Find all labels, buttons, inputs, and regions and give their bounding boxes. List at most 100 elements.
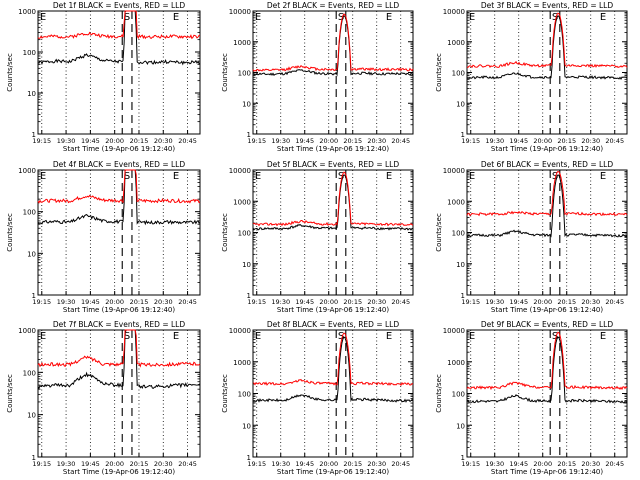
chart-title: Det 7f BLACK = Events, RED = LLD — [53, 320, 186, 329]
y-tick-label: 100 — [452, 70, 465, 78]
events-series-line — [466, 336, 628, 404]
y-tick-label: 100 — [238, 391, 251, 399]
y-tick-label: 10000 — [443, 327, 465, 335]
lld-series-line — [466, 170, 628, 217]
events-series-line — [252, 174, 414, 231]
x-tick-label: 20:45 — [391, 298, 410, 306]
lld-series-line — [37, 10, 201, 40]
x-tick-label: 19:45 — [81, 460, 100, 468]
lld-series-line — [37, 329, 201, 368]
x-tick-label: 20:15 — [130, 137, 149, 145]
x-tick-label: 19:30 — [485, 298, 504, 306]
x-tick-label: 19:15 — [32, 298, 51, 306]
x-axis-label: Start Time (19-Apr-06 19:12:40) — [277, 145, 389, 153]
x-tick-label: 19:15 — [247, 298, 266, 306]
events-series-line — [37, 169, 201, 226]
x-tick-label: 19:30 — [485, 137, 504, 145]
y-tick-label: 10 — [242, 261, 251, 269]
y-tick-label: 100 — [23, 369, 36, 377]
chart-panel-8: Det 8f BLACK = Events, RED = LLD 1 10 100 10… — [221, 320, 414, 476]
y-axis-label: Counts/sec — [6, 374, 14, 413]
interval-marker-e: E — [40, 12, 46, 23]
x-tick-label: 19:30 — [57, 137, 76, 145]
x-tick-label: 20:15 — [130, 460, 149, 468]
x-axis-label: Start Time (19-Apr-06 19:12:40) — [491, 145, 603, 153]
y-tick-label: 1 — [32, 454, 36, 462]
plot-frame — [37, 10, 201, 135]
interval-marker-s: S — [552, 12, 558, 23]
y-tick-label: 100 — [452, 230, 465, 238]
chart-panel-6: Det 6f BLACK = Events, RED = LLD 1 10 100 10… — [435, 160, 628, 314]
events-series-line — [37, 10, 201, 66]
x-tick-label: 19:30 — [271, 137, 290, 145]
y-tick-label: 10 — [242, 100, 251, 108]
y-axis-label: Counts/sec — [221, 213, 229, 252]
plot-frame — [466, 329, 628, 458]
chart-title: Det 4f BLACK = Events, RED = LLD — [53, 160, 186, 169]
x-tick-label: 20:15 — [343, 298, 362, 306]
lld-series-line — [252, 171, 414, 227]
interval-marker-e: E — [173, 12, 179, 23]
x-tick-label: 19:45 — [509, 298, 528, 306]
x-tick-label: 20:30 — [581, 137, 600, 145]
events-series-line — [466, 174, 628, 238]
x-tick-label: 20:30 — [154, 298, 173, 306]
y-tick-label: 1 — [32, 292, 36, 300]
interval-marker-e: E — [40, 171, 46, 182]
lld-series-line — [252, 332, 414, 387]
y-tick-label: 1 — [247, 454, 251, 462]
x-tick-label: 20:45 — [605, 298, 624, 306]
x-tick-label: 20:30 — [154, 137, 173, 145]
x-tick-label: 19:45 — [509, 460, 528, 468]
chart-panel-4: Det 4f BLACK = Events, RED = LLD 1 10 100 10… — [6, 160, 201, 314]
x-tick-label: 19:45 — [295, 298, 314, 306]
x-tick-label: 20:30 — [367, 137, 386, 145]
plot-frame — [37, 169, 201, 296]
x-tick-label: 20:30 — [154, 460, 173, 468]
y-axis-label: Counts/sec — [221, 374, 229, 413]
chart-title: Det 2f BLACK = Events, RED = LLD — [267, 1, 400, 10]
x-tick-label: 20:45 — [178, 298, 197, 306]
x-tick-label: 19:30 — [271, 298, 290, 306]
chart-panel-3: Det 3f BLACK = Events, RED = LLD 1 10 100 10… — [435, 1, 628, 153]
y-tick-label: 10 — [27, 412, 36, 420]
y-tick-label: 10 — [242, 422, 251, 430]
y-tick-label: 100 — [238, 230, 251, 238]
y-tick-label: 1000 — [18, 8, 36, 16]
x-tick-label: 20:15 — [557, 460, 576, 468]
x-axis-label: Start Time (19-Apr-06 19:12:40) — [277, 468, 389, 476]
y-axis-label: Counts/sec — [6, 53, 14, 92]
interval-marker-e: E — [255, 12, 261, 23]
y-tick-label: 1000 — [18, 167, 36, 175]
y-tick-label: 1 — [461, 131, 465, 139]
x-tick-label: 19:15 — [247, 460, 266, 468]
x-tick-label: 19:15 — [461, 298, 480, 306]
x-tick-label: 20:00 — [105, 298, 124, 306]
plot-frame — [252, 169, 414, 296]
x-tick-label: 20:15 — [557, 298, 576, 306]
y-axis-label: Counts/sec — [435, 53, 443, 92]
y-tick-label: 1000 — [447, 359, 465, 367]
y-axis-label: Counts/sec — [221, 53, 229, 92]
x-tick-label: 20:45 — [178, 460, 197, 468]
interval-marker-e: E — [600, 331, 606, 342]
x-tick-label: 19:15 — [32, 137, 51, 145]
x-tick-label: 19:15 — [461, 137, 480, 145]
interval-marker-e: E — [255, 331, 261, 342]
x-tick-label: 20:45 — [391, 137, 410, 145]
y-tick-label: 1000 — [447, 198, 465, 206]
chart-panel-7: Det 7f BLACK = Events, RED = LLD 1 10 100 10… — [6, 320, 201, 476]
y-tick-label: 10000 — [229, 167, 251, 175]
y-tick-label: 10 — [456, 100, 465, 108]
interval-marker-e: E — [600, 171, 606, 182]
y-tick-label: 10000 — [443, 8, 465, 16]
x-tick-label: 19:30 — [57, 460, 76, 468]
chart-title: Det 8f BLACK = Events, RED = LLD — [267, 320, 400, 329]
chart-title: Det 5f BLACK = Events, RED = LLD — [267, 160, 400, 169]
events-series-line — [467, 15, 628, 81]
plot-frame — [37, 329, 201, 458]
y-axis-label: Counts/sec — [6, 213, 14, 252]
x-tick-label: 20:45 — [178, 137, 197, 145]
interval-marker-s: S — [124, 12, 130, 23]
